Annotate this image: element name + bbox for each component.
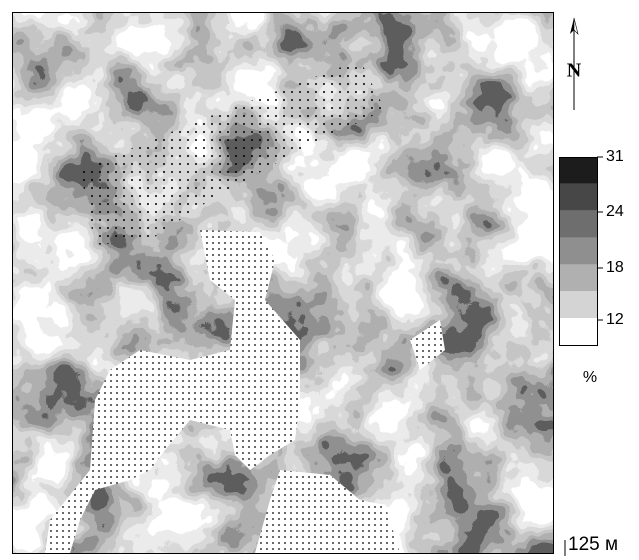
legend-swatch [559,210,597,238]
legend-swatch [559,183,597,211]
legend-unit: % [583,369,597,386]
legend-swatch [559,318,597,345]
dotted-zone [255,470,400,553]
dotted-zone [410,320,445,370]
dotted-zone [80,60,385,245]
north-label: N [567,60,582,82]
legend: 31 24 18 12 [559,148,624,346]
legend-swatch [559,264,597,292]
legend-tick-label: 18 [606,259,624,276]
scale-bar: 125 м [564,534,618,556]
map-area [13,13,553,553]
legend-frame [559,157,598,346]
north-arrow: N [567,17,582,110]
legend-tick-label: 24 [606,203,624,220]
legend-swatch [559,157,597,184]
legend-swatch [559,291,597,319]
north-arrow-head [573,17,579,35]
map-frame [12,12,554,554]
scale-label: 125 м [568,534,618,555]
legend-tick-label: 31 [606,148,624,165]
legend-swatch [559,237,597,265]
dotted-zone [45,230,300,553]
north-arrow-head [570,18,574,34]
legend-tick-label: 12 [606,311,624,328]
